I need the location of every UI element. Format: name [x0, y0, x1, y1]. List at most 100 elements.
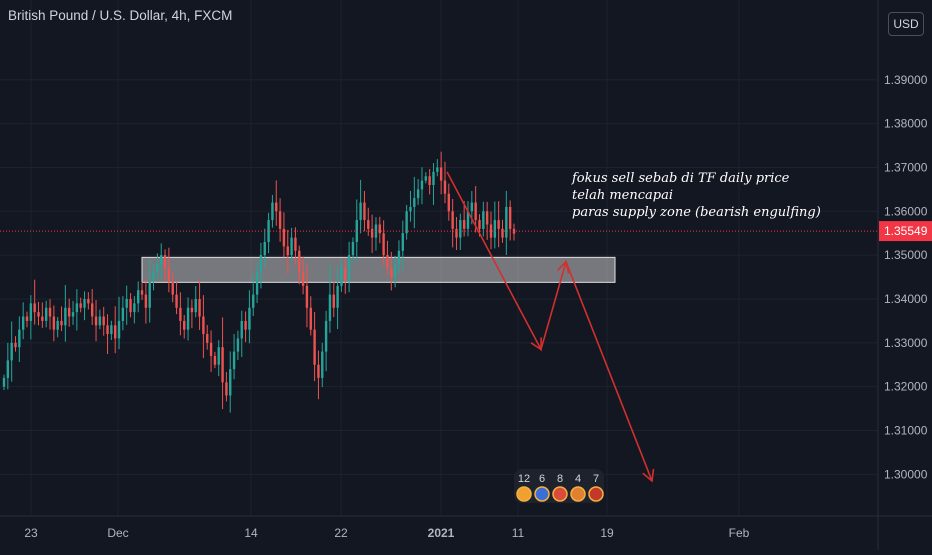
supply-zone-box[interactable]	[141, 256, 616, 283]
event-count: 6	[539, 473, 545, 485]
candle-body	[225, 382, 228, 396]
y-tick-label: 1.30000	[884, 467, 928, 481]
candle-body	[33, 303, 36, 313]
candle-body	[94, 316, 98, 326]
candle-body	[501, 228, 504, 238]
candle-body	[25, 316, 29, 321]
candle-body	[44, 307, 48, 321]
event-count: 12	[518, 473, 530, 485]
candle-body	[106, 325, 109, 335]
candle-body	[202, 316, 205, 335]
arrow-head	[557, 260, 570, 274]
event-flag-icon[interactable]	[552, 486, 568, 502]
event-flag-icon[interactable]	[588, 486, 604, 502]
candle-body	[470, 202, 474, 212]
candle-body	[2, 377, 6, 387]
candle-body	[98, 316, 102, 326]
candle-body	[424, 176, 428, 181]
y-tick-label: 1.33000	[884, 336, 928, 350]
candle-body	[67, 307, 71, 317]
candle-body	[255, 272, 259, 295]
candle-body	[129, 298, 132, 313]
currency-button[interactable]: USD	[888, 12, 924, 36]
candle-body	[393, 263, 397, 278]
candle-body	[305, 285, 309, 308]
candle-body	[466, 211, 470, 229]
y-tick-label: 1.32000	[884, 380, 928, 394]
candle-body	[462, 220, 466, 229]
symbol-title: British Pound / U.S. Dollar, 4h, FXCM	[8, 8, 233, 23]
candle-body	[489, 224, 493, 238]
candle-body	[148, 281, 151, 308]
event-count: 7	[593, 473, 599, 485]
x-tick-label: 2021	[428, 526, 455, 540]
candle-body	[194, 298, 197, 313]
annotation-line-2: telah mencapai	[572, 188, 673, 203]
candle-body	[56, 320, 59, 330]
candle-body	[29, 303, 33, 321]
x-tick-label: 14	[244, 526, 258, 540]
candle-body	[236, 338, 240, 352]
y-tick-label: 1.35000	[884, 248, 928, 262]
candle-body	[459, 220, 462, 238]
x-tick-label: 22	[334, 526, 348, 540]
last-price-tag	[879, 221, 932, 242]
candle-body	[271, 202, 274, 221]
candle-body	[137, 290, 140, 304]
event-count: 4	[575, 473, 581, 485]
candle-body	[439, 167, 443, 181]
candle-body	[10, 342, 13, 361]
candle-body	[347, 255, 351, 282]
candle-body	[179, 307, 182, 321]
candle-body	[428, 176, 431, 186]
candle-body	[363, 202, 366, 221]
y-tick-label: 1.34000	[884, 292, 928, 306]
candle-body	[140, 290, 144, 295]
candle-body	[508, 206, 512, 229]
candle-body	[478, 220, 481, 229]
candle-body	[186, 307, 190, 330]
candle-body	[382, 233, 385, 256]
candle-body	[298, 250, 301, 273]
candle-body	[75, 303, 79, 313]
candle-body	[321, 351, 324, 378]
candle-body	[378, 224, 381, 234]
candle-body	[144, 294, 148, 308]
candle-body	[278, 211, 282, 229]
candle-body	[493, 220, 497, 238]
chart-annotation: fokus sell sebab di TF daily price telah…	[572, 170, 821, 221]
candle-body	[413, 198, 416, 207]
candle-body	[313, 329, 316, 365]
candle-body	[443, 180, 447, 194]
candle-body	[328, 294, 332, 321]
candle-body	[198, 298, 201, 317]
y-tick-label: 1.37000	[884, 160, 928, 174]
candle-body	[267, 220, 270, 242]
arrow-head	[530, 337, 542, 351]
candle-body	[41, 316, 44, 321]
candle-body	[420, 180, 424, 190]
candle-body	[451, 211, 454, 229]
candle-body	[217, 347, 220, 365]
candle-body	[324, 320, 328, 352]
x-tick-label: 23	[24, 526, 38, 540]
candle-body	[359, 202, 362, 221]
candle-body	[213, 355, 217, 365]
candle-body	[183, 320, 186, 330]
candle-body	[48, 307, 52, 317]
candle-body	[206, 334, 209, 343]
candle-body	[90, 303, 94, 317]
candle-body	[301, 272, 305, 286]
candle-body	[455, 228, 458, 238]
projection-arrow[interactable]	[446, 171, 653, 482]
event-flag-icon[interactable]	[570, 486, 586, 502]
candle-body	[117, 320, 121, 339]
candle-body	[355, 220, 358, 242]
candle-body	[244, 320, 247, 330]
event-flag-icon[interactable]	[534, 486, 550, 502]
candle-body	[221, 347, 224, 383]
event-flag-icon[interactable]	[516, 486, 532, 502]
candle-body	[482, 211, 485, 229]
